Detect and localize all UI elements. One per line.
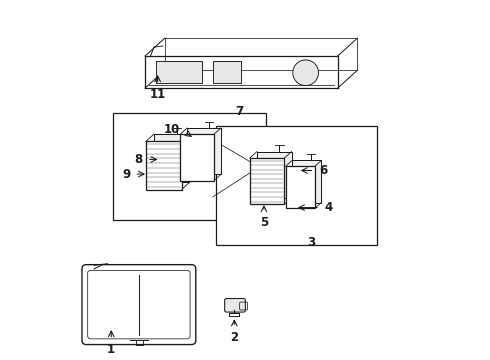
Bar bbox=[146, 141, 181, 190]
Bar bbox=[187, 128, 221, 174]
Text: 1: 1 bbox=[107, 343, 115, 356]
FancyBboxPatch shape bbox=[225, 298, 245, 312]
Bar bbox=[257, 152, 292, 198]
Text: 7: 7 bbox=[236, 105, 244, 118]
Circle shape bbox=[293, 60, 318, 86]
Bar bbox=[292, 161, 321, 203]
Bar bbox=[213, 61, 242, 83]
Bar bbox=[286, 166, 315, 208]
Text: 6: 6 bbox=[319, 164, 327, 177]
Text: 4: 4 bbox=[324, 201, 332, 214]
Bar bbox=[250, 158, 284, 204]
Text: 8: 8 bbox=[134, 153, 142, 166]
Bar bbox=[156, 61, 202, 83]
Bar bbox=[154, 134, 189, 183]
Bar bbox=[180, 134, 214, 181]
Bar bbox=[217, 126, 377, 245]
Text: 3: 3 bbox=[307, 236, 315, 249]
Text: 9: 9 bbox=[122, 167, 130, 181]
Text: 10: 10 bbox=[164, 123, 180, 136]
Bar bbox=[113, 113, 267, 220]
Text: 5: 5 bbox=[260, 216, 268, 229]
Text: 2: 2 bbox=[230, 330, 238, 344]
Text: 11: 11 bbox=[149, 88, 166, 101]
